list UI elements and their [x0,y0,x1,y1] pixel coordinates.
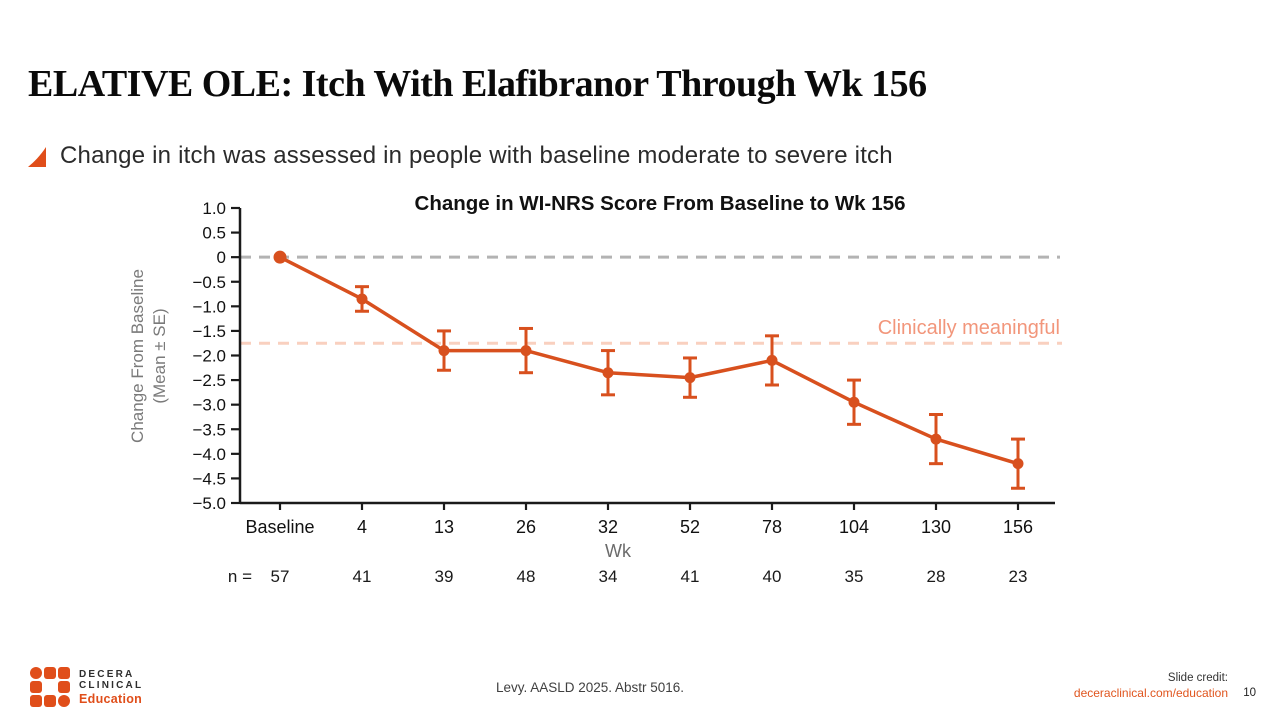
citation-text: Levy. AASLD 2025. Abstr 5016. [495,680,685,695]
y-tick-label: −2.5 [192,371,226,390]
y-tick-label: −5.0 [192,494,226,513]
chart-title: Change in WI-NRS Score From Baseline to … [415,192,906,215]
y-tick-label: −3.5 [192,420,226,439]
page-number: 10 [1243,687,1256,699]
x-tick-label: 104 [839,517,869,537]
n-value: 48 [517,567,536,586]
itch-line-chart: Change in WI-NRS Score From Baseline to … [128,192,1062,586]
y-tick-label: −2.0 [192,347,226,366]
x-axis-label: Wk [605,541,632,561]
data-point [273,250,287,264]
logo-line-2: CLINICAL [79,679,144,691]
data-point [1012,458,1024,470]
bullet-row: Change in itch was assessed in people wi… [28,142,1248,170]
decera-logo-text: DECERA CLINICAL Education [79,669,143,706]
n-value: 41 [353,567,372,586]
n-value: 39 [435,567,454,586]
n-value: 41 [681,567,700,586]
x-tick-label: 156 [1003,517,1033,537]
logo-line-1: DECERA [79,668,135,680]
chart-area: Change in WI-NRS Score From Baseline to … [120,188,1080,600]
slide-title: ELATIVE OLE: Itch With Elafibranor Throu… [28,63,927,105]
y-axis-label: Change From Baseline (Mean ± SE) [128,269,169,443]
y-tick-label: −4.5 [192,469,226,488]
y-tick-label: 1.0 [202,199,226,218]
x-tick-label: Baseline [245,517,314,537]
y-tick-label: −0.5 [192,273,226,292]
data-point [602,367,614,379]
data-point [848,396,860,408]
y-tick-label: −1.5 [192,322,226,341]
decera-logo-icon [30,667,70,707]
x-tick-label: 52 [680,517,700,537]
x-tick-label: 78 [762,517,782,537]
bullet-triangle-icon [28,147,46,167]
y-tick-label: −1.0 [192,297,226,316]
x-tick-label: 130 [921,517,951,537]
n-value: 35 [845,567,864,586]
n-value: 40 [763,567,782,586]
logo-line-3: Education [79,691,143,706]
bullet-text: Change in itch was assessed in people wi… [60,142,893,169]
y-tick-label: −3.0 [192,396,226,415]
n-label: n = [228,567,252,586]
data-point [438,345,450,357]
slide-credit-block: Slide credit: deceraclinical.com/educati… [1074,671,1228,701]
footer-logo: DECERA CLINICAL Education [30,667,143,707]
x-tick-label: 4 [357,517,367,537]
clinically-meaningful-label: Clinically meaningful [878,317,1060,339]
data-point [520,345,532,357]
y-tick-label: −4.0 [192,445,226,464]
data-point [930,433,942,445]
data-point [684,372,696,384]
data-series-line [278,255,1020,466]
n-value: 57 [271,567,290,586]
n-value: 34 [599,567,618,586]
x-tick-label: 32 [598,517,618,537]
y-tick-label: 0 [217,248,226,267]
x-tick-label: 13 [434,517,454,537]
data-point [766,354,778,366]
n-value: 28 [927,567,946,586]
x-tick-label: 26 [516,517,536,537]
data-point [356,293,368,305]
y-tick-label: 0.5 [202,224,226,243]
n-value: 23 [1009,567,1028,586]
slide-credit-link[interactable]: deceraclinical.com/education [1073,686,1228,700]
slide-credit-label: Slide credit: [1167,672,1228,684]
